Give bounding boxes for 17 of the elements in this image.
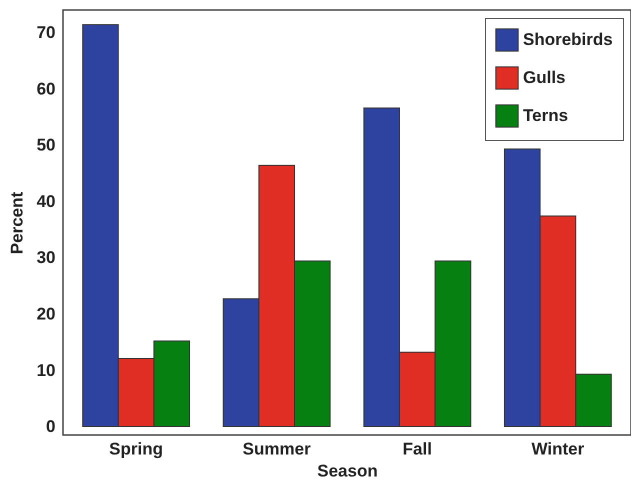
y-tick-label: 50 bbox=[36, 136, 56, 155]
y-tick-label: 20 bbox=[36, 304, 56, 324]
x-tick-label: Fall bbox=[402, 440, 432, 458]
y-tick-label: 0 bbox=[46, 417, 56, 436]
x-tick-label: Summer bbox=[242, 440, 312, 458]
legend-label: Shorebirds bbox=[523, 30, 613, 49]
y-tick-label: 70 bbox=[36, 23, 56, 42]
legend-label: Gulls bbox=[523, 68, 566, 87]
x-axis-title: Season bbox=[317, 462, 378, 480]
y-tick-label: 60 bbox=[36, 79, 56, 98]
x-tick-label: Winter bbox=[532, 440, 585, 458]
y-axis-title: Percent bbox=[8, 191, 27, 254]
y-tick-label: 10 bbox=[36, 360, 56, 380]
y-tick-label: 40 bbox=[36, 192, 56, 211]
legend-label: Terns bbox=[523, 106, 568, 125]
x-tick-label: Spring bbox=[109, 440, 164, 458]
y-tick-label: 30 bbox=[36, 248, 56, 268]
